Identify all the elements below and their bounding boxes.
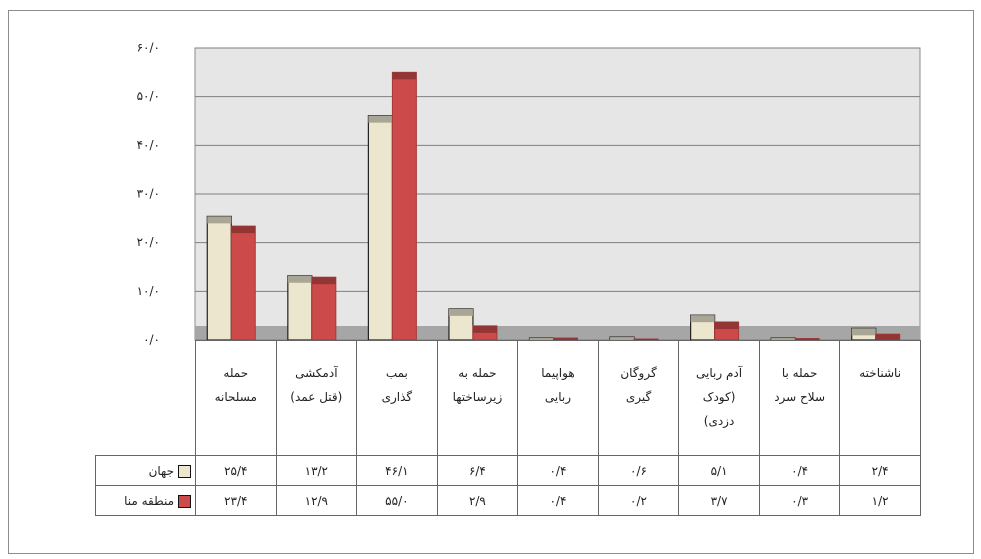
bar-cap (875, 334, 900, 340)
bar-cap (690, 315, 715, 323)
y-tick-label: ۲۰/۰ (137, 235, 160, 249)
y-tick-label: ۴۰/۰ (137, 138, 160, 152)
series-row: جهان ۲۵/۴ ۱۳/۲ ۴۶/۱ ۶/۴ ۰/۴ ۰/۶ ۵/۱ ۰/۴ ۲/۴ (95, 455, 921, 486)
bar-cap (368, 115, 393, 123)
value-label: ۲۳/۴ (195, 485, 277, 516)
x-tick-label: بمب گذاری (356, 340, 438, 456)
value-label: ۰/۲ (597, 485, 680, 516)
legend-label: منطقه منا (124, 493, 174, 508)
legend-label: جهان (148, 463, 174, 478)
y-tick-label: ۳۰/۰ (137, 187, 160, 201)
chart-frame (8, 10, 974, 554)
bar-cap (207, 216, 232, 224)
x-tick-label: حمله به زیرساختها (436, 340, 519, 456)
bar (230, 225, 256, 341)
bar-cap (714, 321, 739, 329)
x-tick-label: گروگان گیری (597, 340, 680, 456)
value-label: ۱۳/۲ (275, 455, 358, 486)
corner-cell (95, 340, 196, 456)
bar-cap (472, 325, 497, 333)
value-label: ۶/۴ (436, 455, 519, 486)
value-label: ۵/۱ (678, 455, 760, 486)
value-label: ۰/۴ (517, 485, 599, 516)
bar (206, 215, 232, 341)
legend-entry: جهان (95, 455, 196, 486)
x-tick-label: آدم ربایی (کودک دزدی) (678, 340, 760, 456)
value-label: ۰/۳ (758, 485, 841, 516)
bar-cap (771, 338, 796, 340)
x-tick-label: حمله مسلحانه (195, 340, 277, 456)
bar-cap (795, 338, 820, 340)
value-label: ۱۲/۹ (275, 485, 358, 516)
x-tick-label: هواپیما ربایی (517, 340, 599, 456)
bar-cap (610, 337, 635, 340)
x-tick-label: حمله با سلاح سرد (758, 340, 841, 456)
bar (367, 115, 393, 341)
value-label: ۰/۶ (597, 455, 680, 486)
value-label: ۰/۴ (517, 455, 599, 486)
bar-cap (529, 338, 554, 340)
bar-cap (231, 226, 256, 234)
bar-cap (287, 275, 312, 283)
value-label: ۴۶/۱ (356, 455, 438, 486)
value-label: ۵۵/۰ (356, 485, 438, 516)
legend-entry: منطقه منا (95, 485, 196, 516)
x-tick-label: آدمکشی (قتل عمد) (275, 340, 358, 456)
data-table: حمله مسلحانه آدمکشی (قتل عمد) بمب گذاری حمل… (95, 340, 921, 516)
bar-cap (634, 339, 659, 340)
value-label: ۱/۲ (839, 485, 921, 516)
bar-cap (553, 338, 578, 340)
value-label: ۲/۴ (839, 455, 921, 486)
value-label: ۲۵/۴ (195, 455, 277, 486)
bar-cap (311, 277, 336, 285)
bar-cap (392, 72, 417, 80)
y-tick-label: ۵۰/۰ (137, 89, 160, 103)
value-label: ۲/۹ (436, 485, 519, 516)
bar-cap (448, 308, 473, 316)
value-label: ۳/۷ (678, 485, 760, 516)
bar (391, 71, 417, 341)
bar-cap (851, 328, 876, 336)
bar (311, 276, 337, 341)
series-row: منطقه منا ۲۳/۴ ۱۲/۹ ۵۵/۰ ۲/۹ ۰/۴ ۰/۲ ۳/۷ ۰/۳ ۱/۲ (95, 485, 921, 516)
legend-swatch (178, 464, 191, 478)
y-tick-label: ۱۰/۰ (137, 284, 160, 298)
legend-swatch (178, 494, 191, 508)
category-row: حمله مسلحانه آدمکشی (قتل عمد) بمب گذاری حمل… (95, 340, 921, 456)
bar (287, 275, 313, 341)
x-tick-label: ناشناخته (839, 340, 921, 456)
y-tick-label: ۶۰/۰ (137, 41, 160, 55)
value-label: ۰/۴ (758, 455, 841, 486)
